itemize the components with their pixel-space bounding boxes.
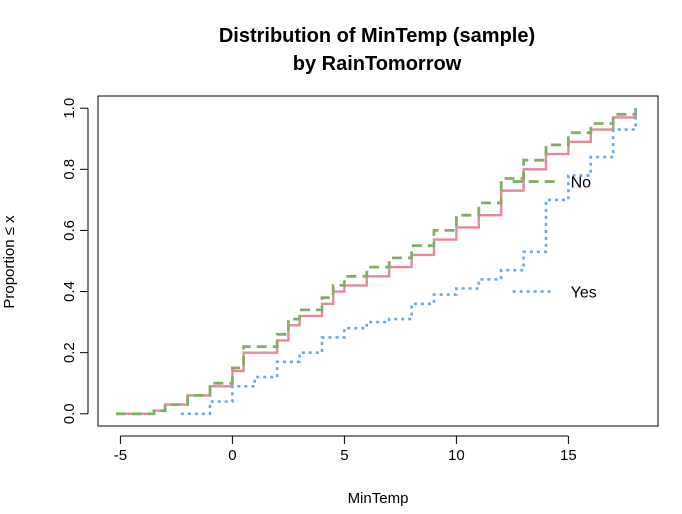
series-layer: [115, 108, 637, 416]
x-tick-label: -5: [114, 447, 127, 464]
y-axis: 0.0 0.2 0.4 0.6 0.8 1.0: [61, 98, 89, 424]
y-axis-label: Proportion ≤ x: [1, 215, 18, 309]
x-tick-label: 0: [228, 447, 236, 464]
legend-label-no: No: [571, 175, 592, 192]
x-tick-label: 10: [448, 447, 465, 464]
y-tick-label: 0.6: [61, 220, 78, 241]
x-axis: -5 0 5 10 15: [114, 435, 577, 464]
x-tick-label: 5: [340, 447, 348, 464]
x-tick-label: 15: [560, 447, 577, 464]
series-line-overall: [115, 108, 637, 415]
series-line-no: [115, 108, 637, 416]
plot-box: [97, 95, 659, 427]
chart-subtitle: by RainTomorrow: [293, 53, 462, 75]
series-line-yes: [180, 108, 637, 416]
y-tick-label: 1.0: [61, 98, 78, 119]
x-axis-label: MinTemp: [348, 490, 409, 507]
inline-legend: No Yes: [512, 175, 597, 302]
y-tick-label: 0.2: [61, 342, 78, 363]
chart-title: Distribution of MinTemp (sample): [219, 25, 535, 47]
y-tick-label: 0.0: [61, 403, 78, 424]
y-tick-label: 0.4: [61, 281, 78, 302]
y-tick-label: 0.8: [61, 159, 78, 180]
legend-label-yes: Yes: [571, 285, 597, 302]
